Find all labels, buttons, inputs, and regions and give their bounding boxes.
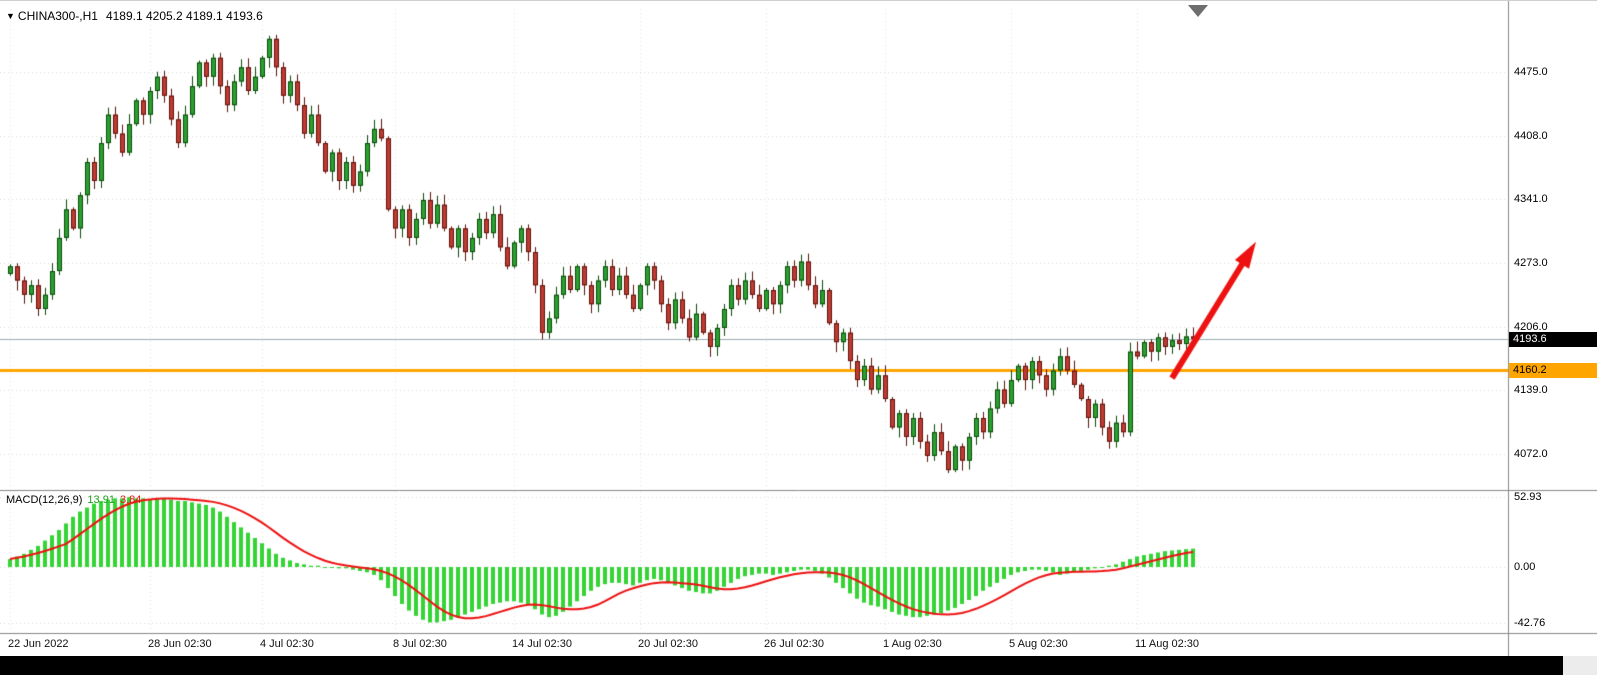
time-tick-label: 5 Aug 02:30 (1009, 638, 1068, 650)
macd-name: MACD(12,26,9) (6, 494, 83, 506)
symbol-dropdown-icon: ▼ (6, 11, 15, 21)
time-axis[interactable]: 22 Jun 2022 28 Jun 02:30 4 Jul 02:30 8 Jul … (0, 635, 1508, 656)
chart-shift-triangle-icon[interactable] (1188, 5, 1208, 17)
time-tick-label: 14 Jul 02:30 (512, 638, 572, 650)
symbol-name: CHINA300-,H1 (17, 9, 98, 23)
price-tick-label: 4475.0 (1514, 66, 1548, 78)
time-tick-label: 1 Aug 02:30 (883, 638, 942, 650)
indicator-tick-label: 0.00 (1514, 561, 1536, 573)
candlestick-chart-canvas[interactable] (0, 1, 1597, 656)
scrollbar-corner (1563, 656, 1597, 675)
macd-signal-value: 3.84 (119, 494, 142, 506)
time-tick-label: 11 Aug 02:30 (1135, 638, 1200, 650)
macd-value: 13.91 (87, 494, 115, 506)
price-tick-label: 4408.0 (1514, 129, 1548, 142)
price-tick-label: 4273.0 (1514, 257, 1548, 270)
price-tick-label: 4139.0 (1514, 384, 1548, 397)
time-tick-label: 22 Jun 2022 (8, 638, 69, 650)
time-tick-label: 28 Jun 02:30 (148, 638, 212, 650)
price-axis[interactable]: 4475.0 4408.0 4341.0 4273.0 4206.0 4139.0 4072… (1510, 1, 1596, 656)
indicator-tick-label: -42.76 (1514, 617, 1546, 630)
time-tick-label: 20 Jul 02:30 (638, 638, 698, 650)
price-tick-label: 4206.0 (1514, 320, 1548, 333)
time-tick-label: 8 Jul 02:30 (393, 638, 447, 650)
time-tick-label: 4 Jul 02:30 (260, 638, 314, 650)
current-price-badge: 4193.6 (1509, 331, 1597, 347)
price-tick-label: 4072.0 (1514, 448, 1548, 460)
hline-price-badge: 4160.2 (1509, 363, 1597, 379)
ohlc-values: 4189.1 4205.2 4189.1 4193.6 (105, 9, 263, 23)
price-tick-label: 4341.0 (1514, 193, 1548, 206)
indicator-tick-label: 52.93 (1514, 491, 1542, 504)
horizontal-scrollbar[interactable] (0, 656, 1597, 675)
macd-indicator-label: MACD(12,26,9) 13.91 3.84 (6, 494, 146, 506)
symbol-ohlc-label: ▼ CHINA300-,H1 4189.1 4205.2 4189.1 4193.6 (6, 9, 263, 23)
time-tick-label: 26 Jul 02:30 (764, 638, 824, 650)
